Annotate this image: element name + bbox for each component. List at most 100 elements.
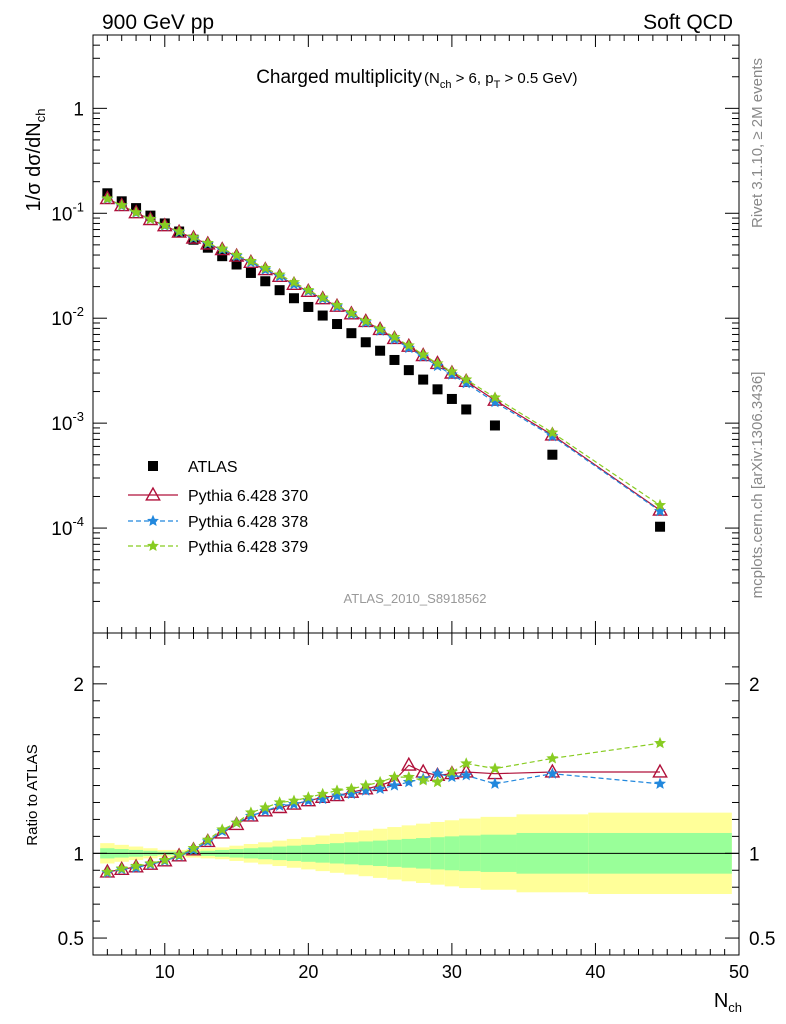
main-axes: 10 20 30 40 50 1 10-1 10-2 10-3 10-4 2 2 1 1 0.5 0.5 <box>51 34 775 982</box>
data-point <box>445 365 458 377</box>
analysis-label: ATLAS_2010_S8918562 <box>344 591 487 606</box>
ratio-point <box>357 780 374 795</box>
ratio-point <box>158 853 171 866</box>
ratio-y-tick-label-right: 0.5 <box>749 929 775 950</box>
ratio-y-tick-label: 1 <box>73 844 84 865</box>
data-point <box>374 322 387 335</box>
ratio-point <box>388 770 401 783</box>
legend-entry: ATLAS <box>148 459 238 476</box>
ratio-point <box>115 862 128 874</box>
ratio-point <box>652 763 668 778</box>
data-point <box>101 192 114 204</box>
data-point <box>273 268 286 280</box>
ratio-point <box>431 775 444 788</box>
ratio-point <box>544 763 561 778</box>
ratio-point <box>287 794 300 806</box>
ratio-point <box>187 841 200 854</box>
ratio-point <box>130 859 143 872</box>
data-point <box>303 301 314 312</box>
legend-marker <box>147 514 159 527</box>
y-tick-label: 10-3 <box>51 409 84 435</box>
ratio-point <box>445 765 458 778</box>
ratio-point <box>374 782 387 795</box>
data-point <box>489 420 500 431</box>
ratio-point <box>216 823 229 835</box>
data-point <box>654 504 667 517</box>
ratio-y-tick-label: 2 <box>73 675 84 696</box>
ratio-point <box>546 767 559 779</box>
ratio-point <box>302 791 315 803</box>
ratio-point <box>488 777 501 789</box>
data-point <box>201 236 214 249</box>
data-point <box>332 319 343 330</box>
data-point <box>244 254 257 267</box>
series-0 <box>102 188 666 532</box>
data-point <box>202 242 213 253</box>
y-tick-label: 10-1 <box>51 199 84 225</box>
header-left: 900 GeV pp <box>102 11 214 34</box>
data-point <box>460 376 473 389</box>
chart-title-main: Charged multiplicity <box>256 67 422 88</box>
mcplots-label: mcplots.cern.ch [arXiv:1306.3436] <box>749 372 766 599</box>
data-point <box>431 357 444 369</box>
y-tick-label: 10-2 <box>51 304 84 330</box>
main-series <box>99 188 668 532</box>
data-point <box>488 391 501 403</box>
data-point <box>389 354 400 365</box>
data-point <box>331 298 344 311</box>
ratio-point <box>402 775 415 788</box>
ratio-point <box>316 787 329 800</box>
data-point <box>345 306 358 319</box>
ratio-point <box>214 824 231 839</box>
ratio-point <box>273 799 286 811</box>
legend-entry: Pythia 6.428 378 <box>128 514 308 531</box>
ratio-point <box>331 784 344 796</box>
y-axis-label-ratio: Ratio to ATLAS <box>24 744 41 845</box>
legend-label: ATLAS <box>188 459 238 476</box>
ratio-point <box>417 774 430 786</box>
ratio-point <box>654 777 667 789</box>
data-point <box>230 248 243 261</box>
ratio-point <box>345 787 358 800</box>
ratio-point <box>201 833 214 845</box>
legend-marker <box>145 486 161 501</box>
x-tick-label: 30 <box>442 962 462 982</box>
data-point <box>444 364 460 379</box>
data-point <box>655 521 666 532</box>
legend-label: Pythia 6.428 379 <box>188 539 308 556</box>
x-axis-label: Nch <box>714 990 742 1015</box>
x-tick-label: 20 <box>298 962 318 982</box>
data-point <box>418 374 429 385</box>
ratio-plot-frame <box>92 632 740 956</box>
x-tick-label: 50 <box>729 962 749 982</box>
data-point <box>316 291 329 303</box>
ratio-point <box>460 757 473 769</box>
data-point <box>417 348 430 360</box>
ratio-point <box>316 792 329 805</box>
ratio-point <box>273 796 286 808</box>
data-point <box>546 426 559 438</box>
legend-label: Pythia 6.428 378 <box>188 514 308 531</box>
ratio-point <box>343 783 360 798</box>
data-point <box>403 365 414 376</box>
data-point <box>115 199 128 211</box>
data-point <box>217 251 228 262</box>
data-point <box>446 393 457 404</box>
data-point <box>144 212 157 225</box>
data-point <box>288 293 299 304</box>
ratio-point <box>374 775 387 788</box>
data-point <box>274 285 285 296</box>
legend-entry: Pythia 6.428 379 <box>128 539 308 556</box>
legend-entry: Pythia 6.428 370 <box>128 486 308 505</box>
data-point <box>402 339 415 351</box>
ratio-point <box>144 857 157 869</box>
ratio-point <box>228 816 245 831</box>
data-point <box>458 372 475 387</box>
ratio-point <box>401 756 417 771</box>
ratio-point <box>402 770 415 783</box>
ratio-point <box>259 801 272 813</box>
legend: ATLAS Pythia 6.428 370 Pythia 6.428 378 Pyt… <box>128 459 308 556</box>
data-point <box>187 231 200 243</box>
data-point <box>461 404 472 415</box>
